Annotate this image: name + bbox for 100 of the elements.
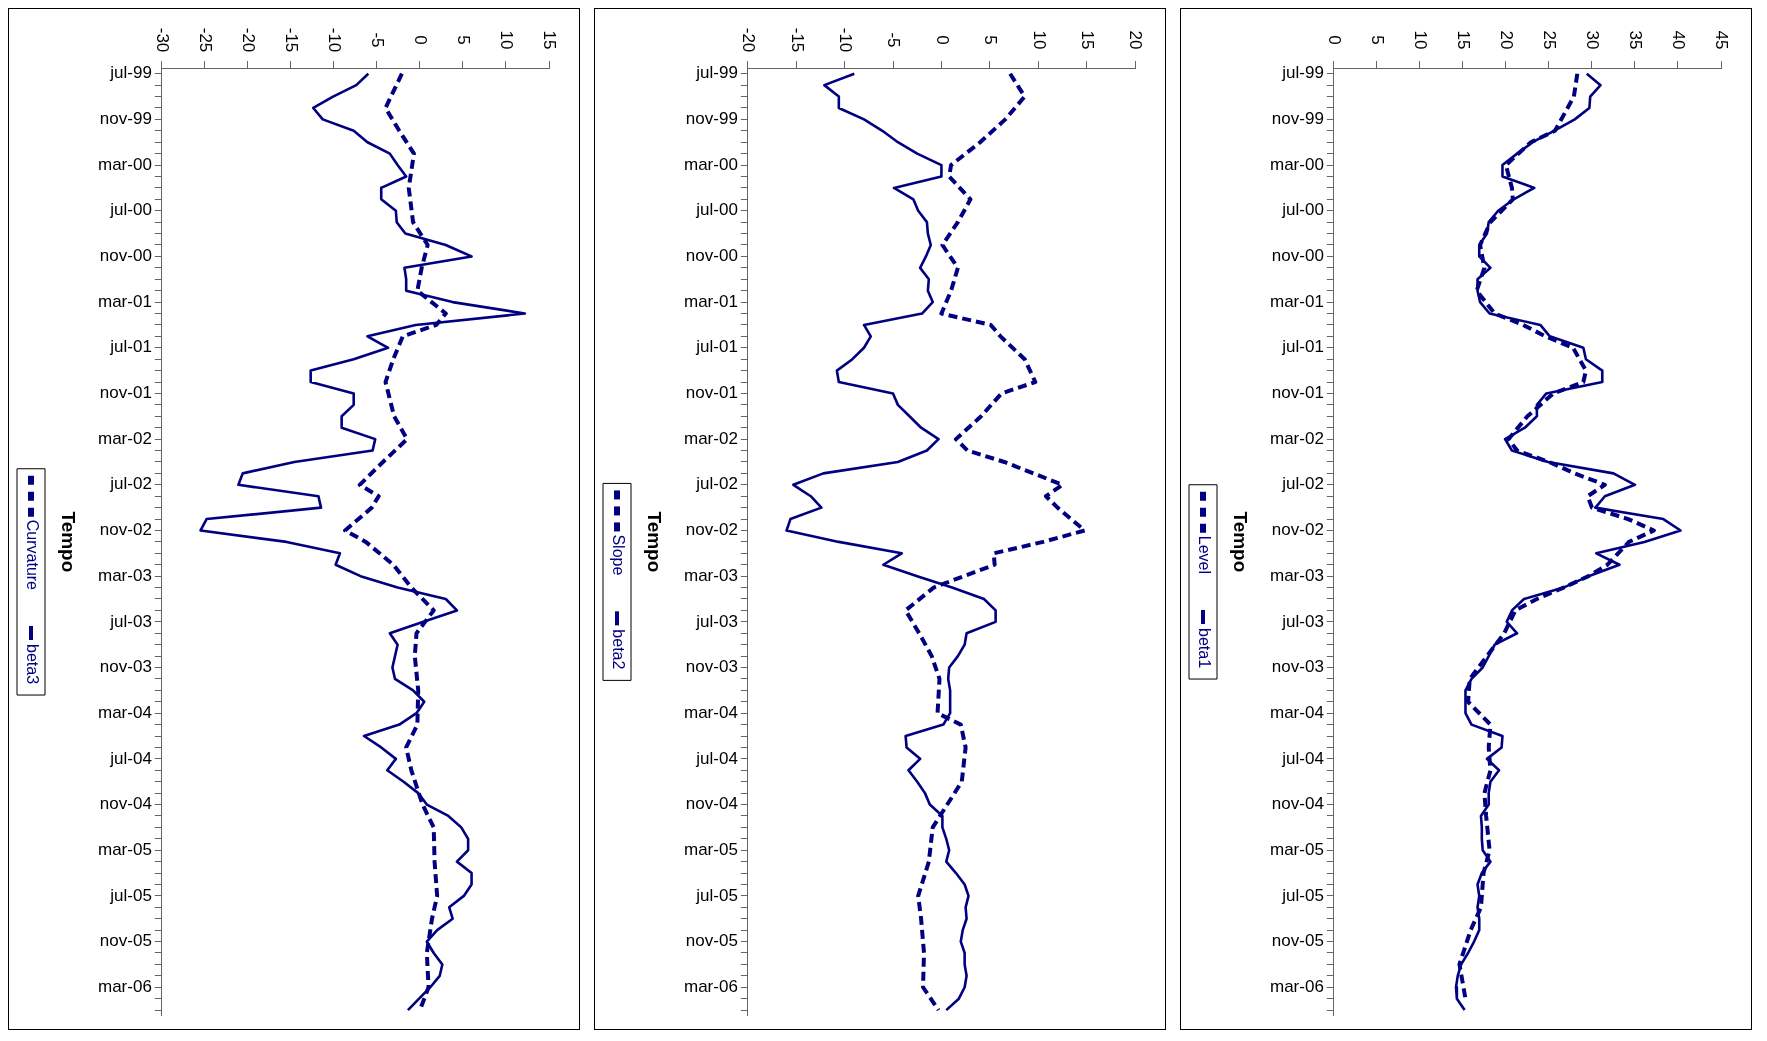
y-tick-label: mar-03 — [683, 565, 738, 585]
x-tick-label: -20 — [239, 27, 259, 53]
y-tick-label: mar-06 — [683, 976, 738, 996]
y-tick-label: jul-03 — [695, 611, 738, 631]
x-tick-label: 10 — [497, 30, 517, 50]
y-tick-label: mar-00 — [97, 154, 152, 174]
x-tick-label: -20 — [739, 27, 759, 53]
y-axis-title: Tempo — [643, 511, 665, 573]
y-tick-label: mar-03 — [1269, 565, 1324, 585]
x-tick-label: 15 — [540, 30, 560, 50]
y-tick-label: mar-00 — [1269, 154, 1324, 174]
y-tick-label: mar-06 — [1269, 976, 1324, 996]
y-tick-label: jul-02 — [1281, 474, 1324, 494]
y-tick-label: nov-04 — [1271, 794, 1324, 814]
y-tick-label: nov-05 — [685, 931, 738, 951]
y-tick-label: jul-00 — [1281, 200, 1324, 220]
y-tick-label: jul-05 — [1281, 885, 1324, 905]
x-tick-label: 10 — [1029, 30, 1049, 50]
x-tick-label: 15 — [1077, 30, 1097, 50]
y-tick-label: nov-04 — [685, 794, 738, 814]
y-tick-label: jul-03 — [109, 611, 152, 631]
x-tick-label: 30 — [1583, 30, 1603, 50]
legend-label: beta3 — [23, 644, 41, 685]
y-tick-label: mar-02 — [97, 428, 152, 448]
y-tick-label: mar-02 — [1269, 428, 1324, 448]
x-tick-label: 15 — [1454, 30, 1474, 50]
y-tick-label: nov-05 — [1271, 931, 1324, 951]
y-tick-label: jul-01 — [109, 337, 152, 357]
y-tick-label: nov-00 — [685, 246, 738, 266]
y-tick-label: mar-01 — [97, 291, 152, 311]
y-tick-label: nov-03 — [685, 657, 738, 677]
y-tick-label: mar-05 — [683, 839, 738, 859]
x-tick-label: -5 — [368, 32, 388, 48]
y-tick-label: mar-00 — [683, 154, 738, 174]
y-tick-label: jul-99 — [109, 63, 152, 83]
y-tick-label: mar-04 — [1269, 702, 1324, 722]
x-tick-label: 20 — [1126, 30, 1146, 50]
legend-label: beta1 — [1195, 628, 1213, 669]
y-tick-label: nov-00 — [1271, 246, 1324, 266]
y-tick-label: jul-02 — [109, 474, 152, 494]
y-tick-label: jul-99 — [1281, 63, 1324, 83]
y-tick-label: mar-01 — [1269, 291, 1324, 311]
y-tick-label: mar-01 — [683, 291, 738, 311]
x-tick-label: 10 — [1411, 30, 1431, 50]
legend-label: Curvature — [23, 519, 41, 591]
y-tick-label: mar-02 — [683, 428, 738, 448]
x-tick-label: -10 — [835, 27, 855, 53]
y-tick-label: jul-04 — [1281, 748, 1324, 768]
x-tick-label: 0 — [932, 35, 952, 45]
legend-label: Level — [1195, 535, 1213, 575]
x-tick-label: 25 — [1540, 30, 1560, 50]
y-tick-label: nov-01 — [99, 383, 152, 403]
y-axis-title: Tempo — [1229, 511, 1251, 573]
x-tick-label: -30 — [153, 27, 173, 53]
y-axis-title: Tempo — [57, 511, 79, 573]
y-tick-label: nov-99 — [99, 109, 152, 129]
y-tick-label: jul-99 — [695, 63, 738, 83]
y-tick-label: mar-03 — [97, 565, 152, 585]
x-tick-label: -15 — [282, 27, 302, 53]
y-tick-label: nov-99 — [685, 109, 738, 129]
x-tick-label: 0 — [1325, 35, 1345, 45]
y-tick-label: nov-00 — [99, 246, 152, 266]
x-tick-label: 45 — [1712, 30, 1732, 50]
y-tick-label: nov-05 — [99, 931, 152, 951]
y-tick-label: jul-00 — [109, 200, 152, 220]
y-tick-label: nov-01 — [1271, 383, 1324, 403]
x-tick-label: -25 — [196, 27, 216, 53]
y-tick-label: nov-04 — [99, 794, 152, 814]
legend-label: beta2 — [609, 629, 627, 670]
x-tick-label: 5 — [454, 35, 474, 45]
y-tick-label: nov-03 — [1271, 657, 1324, 677]
y-tick-label: jul-05 — [695, 885, 738, 905]
y-tick-label: jul-00 — [695, 200, 738, 220]
y-tick-label: jul-01 — [695, 337, 738, 357]
y-tick-label: nov-02 — [99, 520, 152, 540]
y-tick-label: nov-01 — [685, 383, 738, 403]
y-tick-label: mar-05 — [1269, 839, 1324, 859]
x-tick-label: 35 — [1626, 30, 1646, 50]
y-tick-label: jul-05 — [109, 885, 152, 905]
x-tick-label: 0 — [411, 35, 431, 45]
y-tick-label: jul-04 — [695, 748, 738, 768]
y-tick-label: mar-06 — [97, 976, 152, 996]
y-tick-label: nov-02 — [685, 520, 738, 540]
x-tick-label: -10 — [325, 27, 345, 53]
x-tick-label: 40 — [1669, 30, 1689, 50]
x-tick-label: -5 — [884, 32, 904, 48]
y-tick-label: nov-99 — [1271, 109, 1324, 129]
y-tick-label: mar-04 — [683, 702, 738, 722]
x-tick-label: 5 — [1368, 35, 1388, 45]
y-tick-label: nov-03 — [99, 657, 152, 677]
y-tick-label: mar-04 — [97, 702, 152, 722]
x-tick-label: 5 — [981, 35, 1001, 45]
y-tick-label: jul-02 — [695, 474, 738, 494]
x-tick-label: 20 — [1497, 30, 1517, 50]
y-tick-label: nov-02 — [1271, 520, 1324, 540]
y-tick-label: jul-03 — [1281, 611, 1324, 631]
y-tick-label: jul-04 — [109, 748, 152, 768]
y-tick-label: mar-05 — [97, 839, 152, 859]
legend-label: Slope — [609, 534, 627, 576]
y-tick-label: jul-01 — [1281, 337, 1324, 357]
